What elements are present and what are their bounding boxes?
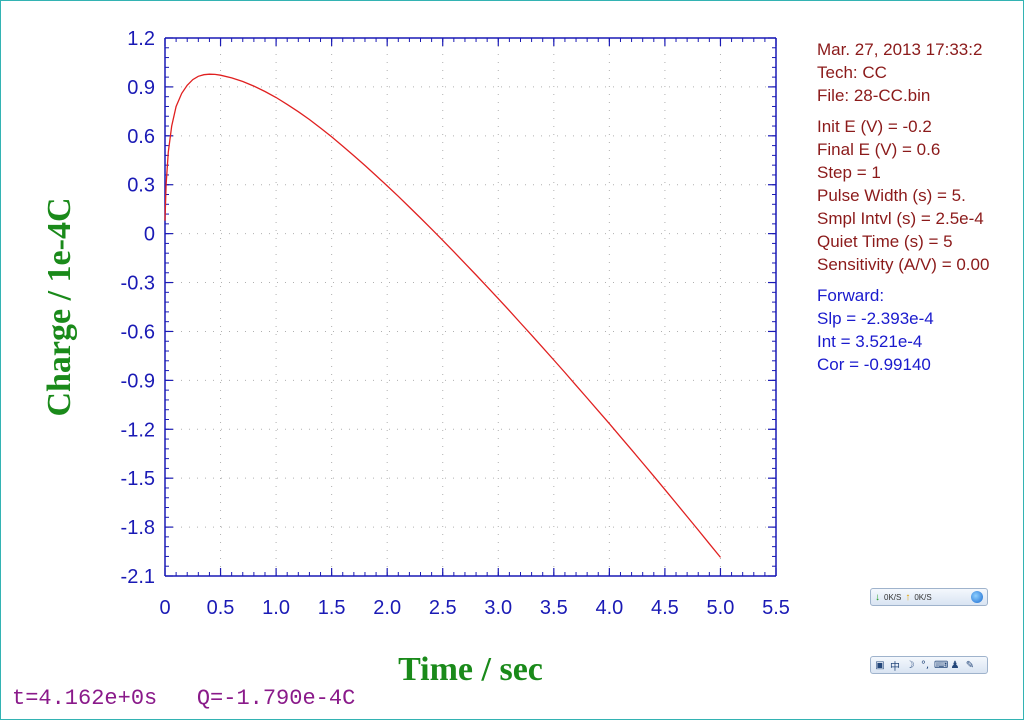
x-tick-label: 5.5 xyxy=(762,597,790,619)
y-tick-label: 0.9 xyxy=(127,77,155,99)
series-line xyxy=(164,73,722,558)
y-tick-label: -1.2 xyxy=(121,419,155,441)
ime-language-toggle[interactable]: 中 xyxy=(890,661,900,673)
y-tick-label: -2.1 xyxy=(121,566,155,588)
info-date-time: Mar. 27, 2013 17:33:2 xyxy=(817,40,983,59)
y-tick-label: 0.6 xyxy=(127,126,155,148)
param-sensitivity: Sensitivity (A/V) = 0.00 xyxy=(817,255,990,274)
fit-intercept: Int = 3.521e-4 xyxy=(817,332,923,351)
x-tick-label: 2.0 xyxy=(373,597,401,619)
y-tick-label: 1.2 xyxy=(127,28,155,50)
ime-user-icon[interactable]: ♟ xyxy=(950,659,960,671)
x-tick-label: 5.0 xyxy=(707,597,735,619)
y-tick-label: -1.8 xyxy=(121,517,155,539)
y-tick-label: -1.5 xyxy=(121,468,155,490)
x-axis-title: Time / sec xyxy=(398,651,543,688)
y-tick-label: -0.9 xyxy=(121,370,155,392)
cursor-readout: t=4.162e+0s Q=-1.790e-4C xyxy=(12,686,355,711)
download-rate: 0K/S xyxy=(884,592,902,602)
param-sample-interval: Smpl Intvl (s) = 2.5e-4 xyxy=(817,209,984,228)
plot-area[interactable] xyxy=(165,38,776,576)
fit-slope: Slp = -2.393e-4 xyxy=(817,309,934,328)
x-tick-label: 4.5 xyxy=(651,597,679,619)
x-tick-label: 3.0 xyxy=(484,597,512,619)
y-tick-label: -0.6 xyxy=(121,321,155,343)
upload-rate: 0K/S xyxy=(914,592,932,602)
info-header-group: Mar. 27, 2013 17:33:2 Tech: CC File: 28-… xyxy=(817,38,1024,107)
experiment-info-panel: Mar. 27, 2013 17:33:2 Tech: CC File: 28-… xyxy=(817,38,1024,384)
info-file: File: 28-CC.bin xyxy=(817,86,931,105)
browser-globe-icon[interactable] xyxy=(971,591,983,603)
x-tick-label: 4.0 xyxy=(595,597,623,619)
axes xyxy=(164,37,777,577)
y-tick-label: -0.3 xyxy=(121,273,155,295)
x-tick-label: 3.5 xyxy=(540,597,568,619)
y-tick-label: 0 xyxy=(144,224,155,246)
param-pulse-width: Pulse Width (s) = 5. xyxy=(817,186,966,205)
charge-readout: Q=-1.790e-4C xyxy=(196,686,356,711)
fit-correlation: Cor = -0.99140 xyxy=(817,355,931,374)
upload-arrow-icon: ↑ xyxy=(905,591,911,603)
x-tick-labels: 0 0.5 1.0 1.5 2.0 2.5 3.0 3.5 4.0 4.5 5.0 5.5 xyxy=(159,597,789,619)
x-tick-label: 1.5 xyxy=(318,597,346,619)
param-quiet-time: Quiet Time (s) = 5 xyxy=(817,232,953,251)
x-tick-label: 0.5 xyxy=(207,597,235,619)
y-tick-label: 0.3 xyxy=(127,175,155,197)
ime-logo-icon[interactable]: ▣ xyxy=(875,659,885,671)
param-step: Step = 1 xyxy=(817,163,881,182)
y-axis-title: Charge / 1e-4C xyxy=(41,197,78,416)
input-method-bar[interactable]: ▣ 中 ☽ °, ⌨ ♟ ✎ xyxy=(870,656,988,674)
param-final-e: Final E (V) = 0.6 xyxy=(817,140,941,159)
param-init-e: Init E (V) = -0.2 xyxy=(817,117,932,136)
ime-keyboard-icon[interactable]: ⌨ xyxy=(934,659,949,671)
x-tick-label: 2.5 xyxy=(429,597,457,619)
grid xyxy=(165,38,776,576)
ime-punctuation-icon[interactable]: °, xyxy=(920,659,930,671)
info-params-group: Init E (V) = -0.2 Final E (V) = 0.6 Step… xyxy=(817,115,1024,276)
y-tick-labels: 1.2 0.9 0.6 0.3 0 -0.3 -0.6 -0.9 -1.2 -1.5 -1.8 -2.… xyxy=(121,28,155,588)
network-speed-widget[interactable]: ↓ 0K/S ↑ 0K/S xyxy=(870,588,988,606)
download-arrow-icon: ↓ xyxy=(875,591,880,603)
x-tick-label: 0 xyxy=(159,597,170,619)
x-tick-label: 1.0 xyxy=(262,597,290,619)
time-readout: t=4.162e+0s xyxy=(12,686,158,711)
info-technique: Tech: CC xyxy=(817,63,887,82)
ime-settings-icon[interactable]: ✎ xyxy=(965,659,975,671)
info-fit-group: Forward: Slp = -2.393e-4 Int = 3.521e-4 … xyxy=(817,284,1024,376)
ime-moon-icon[interactable]: ☽ xyxy=(905,659,915,671)
fit-direction: Forward: xyxy=(817,286,885,305)
